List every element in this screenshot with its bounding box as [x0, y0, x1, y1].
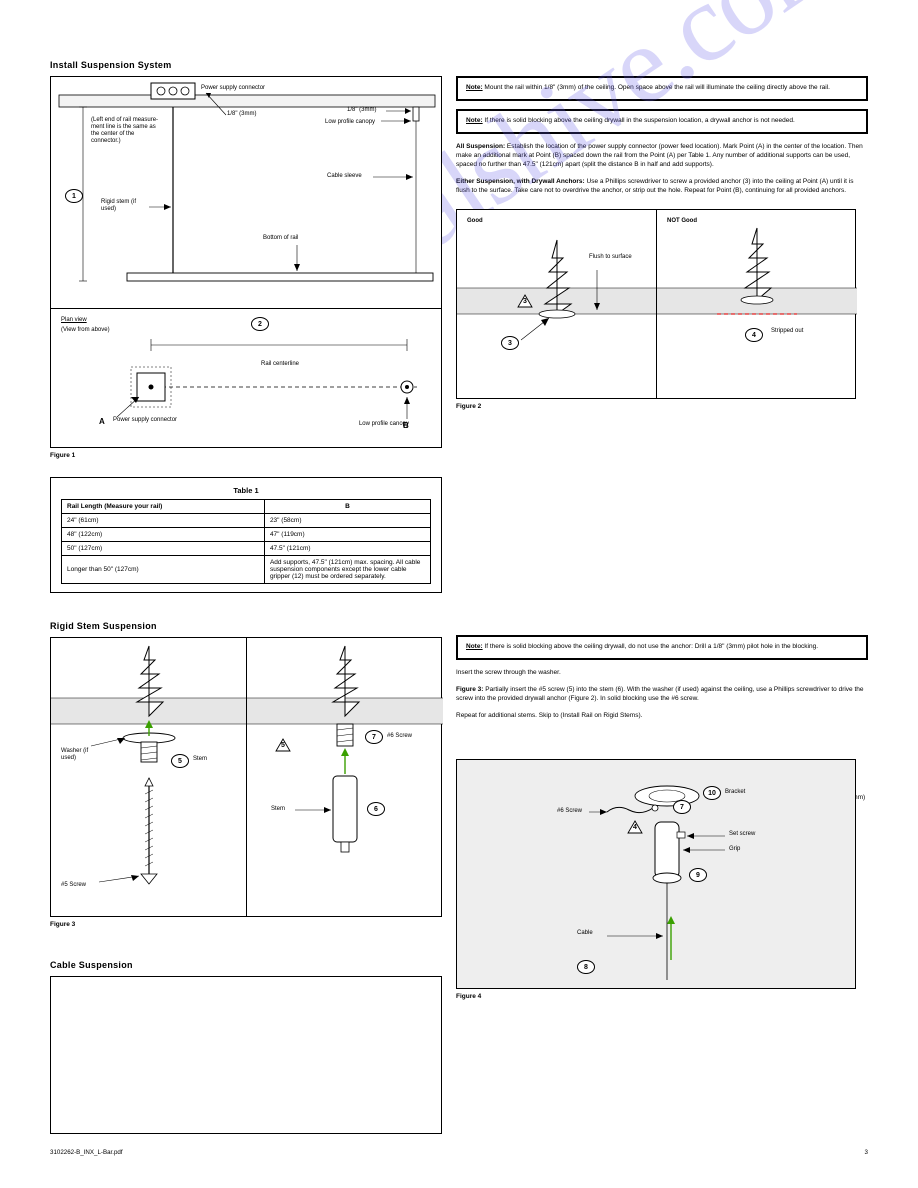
cable-text-panel: [50, 976, 442, 1134]
section-heading-rigid: Rigid Stem Suspension: [50, 621, 442, 631]
label-circle: Low profile canopy: [349, 421, 409, 428]
figure-3-left: Washer (if used) #5 Screw 5 Stem: [50, 637, 246, 917]
fig3-para-body: Partially insert the #5 screw (5) into t…: [456, 686, 864, 702]
callout-7: 7: [365, 730, 383, 744]
callout-2: 2: [251, 317, 269, 331]
note-3-body: If there is solid blocking above the cei…: [483, 643, 818, 650]
table-1-caption: Table 1: [61, 486, 431, 495]
table-1-h2: B: [264, 500, 430, 514]
label-not-good: NOT Good: [667, 218, 697, 225]
label-stripped: Stripped out: [771, 328, 831, 335]
detail-triangle-3: 3: [517, 294, 533, 308]
label-low-canopy: Low profile canopy: [325, 119, 381, 126]
para2-bold: Either Suspension, with Drywall Anchors:: [456, 178, 587, 185]
label-stemB: Stem: [271, 806, 285, 813]
label-A: A: [99, 417, 105, 426]
fig3-line2: Repeat for additional stems. Skip to (In…: [456, 711, 868, 720]
callout-4: 4: [745, 328, 763, 342]
figure-3-caption: Figure 3: [50, 921, 442, 928]
figure-4-panel: 7 #6 Screw 10 Bracket Set screw 9 Grip 8…: [456, 759, 856, 989]
table-1-panel: Table 1 Rail Length (Measure your rail) …: [50, 477, 442, 593]
note-3-lead: Note:: [466, 643, 483, 650]
table-1-h1: Rail Length (Measure your rail): [62, 500, 265, 514]
note-box-1: Note: Mount the rail within 1/8" (3mm) o…: [456, 76, 868, 101]
callout-5a: 5: [171, 754, 189, 768]
label-no5: #5 Screw: [61, 882, 86, 889]
figure-2-right: NOT Good Stripped out 4: [656, 209, 856, 399]
label-set-screw: Set screw: [729, 831, 755, 838]
label-square: Power supply connector: [113, 417, 203, 424]
footer-pdf: 3102262-B_INX_L-Bar.pdf: [50, 1149, 123, 1156]
table-1-r4c1: Longer than 50" (127cm): [62, 556, 265, 584]
label-no6b: #6 Screw: [557, 808, 582, 815]
figure-1-lower: Plan view (View from above) 2: [50, 308, 442, 448]
label-bracket: Bracket: [725, 789, 745, 796]
label-cable: Cable: [577, 930, 593, 937]
label-bottom-rail: Bottom of rail: [263, 235, 327, 242]
figure-2-caption: Figure 2: [456, 403, 868, 410]
label-view-above: (View from above): [61, 327, 110, 334]
note-1-body: Mount the rail within 1/8" (3mm) of the …: [483, 84, 830, 91]
section-heading-install: Install Suspension System: [50, 60, 868, 70]
label-top-18: 1/8" (3mm): [227, 111, 256, 118]
callout-1: 1: [65, 189, 83, 203]
callout-9: 9: [689, 868, 707, 882]
fig3-para: Figure 3: Partially insert the #5 screw …: [456, 685, 868, 703]
table-1-r2c2: 47" (119cm): [264, 528, 430, 542]
label-psc: Power supply connector: [201, 85, 281, 92]
para-either-suspension: Either Suspension, with Drywall Anchors:…: [456, 177, 868, 195]
label-flush: Flush to surface: [589, 254, 645, 261]
label-grip: Grip: [729, 846, 740, 853]
table-1-r2c1: 48" (122cm): [62, 528, 265, 542]
figure-3-right: 7 #6 Screw 6 Stem 5: [246, 637, 442, 917]
label-no6: #6 Screw: [387, 733, 412, 740]
footer-page: 3: [865, 1149, 868, 1156]
table-1-r3c1: 50" (127cm): [62, 542, 265, 556]
para1-body: Establish the location of the power supp…: [456, 143, 863, 168]
table-1: Rail Length (Measure your rail) B 24" (6…: [61, 499, 431, 584]
table-1-r1c2: 23" (58cm): [264, 514, 430, 528]
note-box-3: Note: If there is solid blocking above t…: [456, 635, 868, 660]
callout-3: 3: [501, 336, 519, 350]
label-stemA: Stem: [193, 756, 207, 763]
figure-1-caption: Figure 1: [50, 452, 442, 459]
table-1-r4c2: Add supports, 47.5" (121cm) max. spacing…: [264, 556, 430, 584]
table-1-r1c1: 24" (61cm): [62, 514, 265, 528]
para1-bold: All Suspension:: [456, 143, 507, 150]
detail-triangle-5: 5: [275, 738, 291, 752]
label-rigid-stem: Rigid stem (if used): [101, 199, 147, 213]
callout-10: 10: [703, 786, 721, 800]
para-all-suspension: All Suspension: Establish the location o…: [456, 142, 868, 169]
section-heading-cable: Cable Suspension: [50, 960, 442, 970]
label-washer: Washer (if used): [61, 748, 101, 762]
fig3-para-bold: Figure 3:: [456, 686, 485, 693]
note-box-2: Note: If there is solid blocking above t…: [456, 109, 868, 134]
figure-2-left: Good Flush to surface 3 3: [456, 209, 656, 399]
table-1-r3c2: 47.5" (121cm): [264, 542, 430, 556]
callout-7b: 7: [673, 800, 691, 814]
note-2-body: If there is solid blocking above the cei…: [483, 117, 795, 124]
figure-4-caption: Figure 4: [456, 993, 868, 1000]
callout-6: 6: [367, 802, 385, 816]
figure-1-upper: Power supply connector 1/8" (3mm) 1/8" (…: [50, 76, 442, 308]
label-cable-sleeve: Cable sleeve: [327, 173, 371, 180]
detail-triangle-4: 4: [627, 820, 643, 834]
note-1-lead: Note:: [466, 84, 483, 91]
label-plan-view: Plan view: [61, 317, 87, 324]
label-good: Good: [467, 218, 483, 225]
label-dashed: Rail centerline: [261, 361, 323, 368]
callout-8: 8: [577, 960, 595, 974]
fig3-line1: Insert the screw through the washer.: [456, 668, 868, 677]
note-2-lead: Note:: [466, 117, 483, 124]
label-right-18: 1/8" (3mm): [347, 107, 376, 114]
label-note-parenthetical: (Left end of rail measure-ment line is t…: [91, 117, 163, 145]
